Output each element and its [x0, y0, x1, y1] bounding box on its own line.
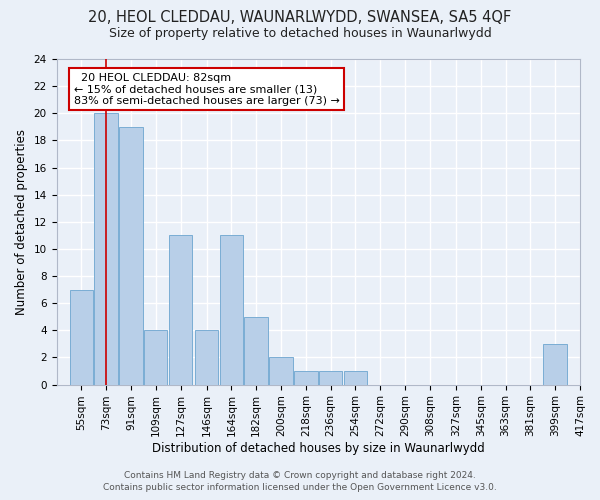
- Bar: [169, 236, 192, 384]
- Text: Contains HM Land Registry data © Crown copyright and database right 2024.
Contai: Contains HM Land Registry data © Crown c…: [103, 471, 497, 492]
- Bar: [319, 371, 343, 384]
- Bar: [269, 358, 293, 384]
- X-axis label: Distribution of detached houses by size in Waunarlwydd: Distribution of detached houses by size …: [152, 442, 485, 455]
- Bar: [294, 371, 317, 384]
- Y-axis label: Number of detached properties: Number of detached properties: [15, 129, 28, 315]
- Bar: [119, 127, 143, 384]
- Bar: [70, 290, 93, 384]
- Bar: [544, 344, 567, 385]
- Text: 20 HEOL CLEDDAU: 82sqm  
← 15% of detached houses are smaller (13)
83% of semi-d: 20 HEOL CLEDDAU: 82sqm ← 15% of detached…: [74, 72, 340, 106]
- Bar: [220, 236, 243, 384]
- Bar: [244, 317, 268, 384]
- Bar: [94, 114, 118, 384]
- Bar: [195, 330, 218, 384]
- Bar: [144, 330, 167, 384]
- Bar: [344, 371, 367, 384]
- Text: 20, HEOL CLEDDAU, WAUNARLWYDD, SWANSEA, SA5 4QF: 20, HEOL CLEDDAU, WAUNARLWYDD, SWANSEA, …: [88, 10, 512, 25]
- Text: Size of property relative to detached houses in Waunarlwydd: Size of property relative to detached ho…: [109, 28, 491, 40]
